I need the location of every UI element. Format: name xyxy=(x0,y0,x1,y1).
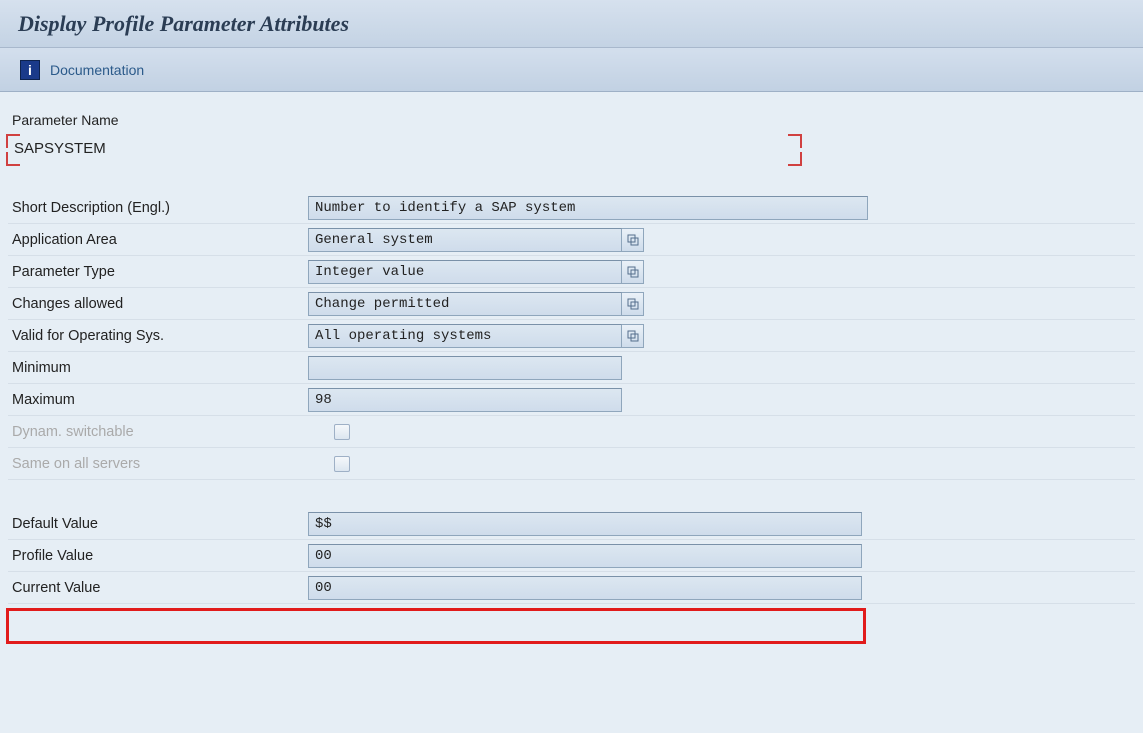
application-area-valuehelp-button[interactable] xyxy=(622,228,644,252)
short-description-field[interactable]: Number to identify a SAP system xyxy=(308,196,868,220)
maximum-field[interactable]: 98 xyxy=(308,388,622,412)
parameter-type-field[interactable]: Integer value xyxy=(308,260,622,284)
changes-allowed-label: Changes allowed xyxy=(8,296,308,312)
changes-allowed-value: Change permitted xyxy=(315,296,449,312)
row-maximum: Maximum 98 xyxy=(8,384,1135,416)
default-value-field[interactable]: $$ xyxy=(308,512,862,536)
attributes-group: Short Description (Engl.) Number to iden… xyxy=(8,192,1135,604)
valuehelp-icon xyxy=(627,298,639,310)
valid-os-value: All operating systems xyxy=(315,328,491,344)
row-current-value: Current Value 00 xyxy=(8,572,1135,604)
application-area-label: Application Area xyxy=(8,232,308,248)
parameter-type-label: Parameter Type xyxy=(8,264,308,280)
current-value-field[interactable]: 00 xyxy=(308,576,862,600)
parameter-type-value: Integer value xyxy=(315,264,424,280)
minimum-label: Minimum xyxy=(8,360,308,376)
title-bar: Display Profile Parameter Attributes xyxy=(0,0,1143,48)
toolbar: i Documentation xyxy=(0,48,1143,92)
parameter-name-block: Parameter Name SAPSYSTEM xyxy=(8,110,1135,164)
dynam-switchable-checkbox[interactable] xyxy=(334,424,350,440)
bracket-corner-icon xyxy=(6,134,20,148)
row-valid-os: Valid for Operating Sys. All operating s… xyxy=(8,320,1135,352)
row-profile-value: Profile Value 00 xyxy=(8,540,1135,572)
documentation-label: Documentation xyxy=(50,62,144,78)
row-short-description: Short Description (Engl.) Number to iden… xyxy=(8,192,1135,224)
page-title: Display Profile Parameter Attributes xyxy=(18,11,349,37)
changes-allowed-field[interactable]: Change permitted xyxy=(308,292,622,316)
bracket-corner-icon xyxy=(788,134,802,148)
valid-os-valuehelp-button[interactable] xyxy=(622,324,644,348)
parameter-name-label: Parameter Name xyxy=(8,110,1135,130)
highlight-annotation xyxy=(6,608,866,644)
valuehelp-icon xyxy=(627,234,639,246)
application-area-wrap: General system xyxy=(308,228,644,252)
default-value: $$ xyxy=(315,516,332,532)
same-on-all-servers-label: Same on all servers xyxy=(8,456,308,472)
parameter-type-wrap: Integer value xyxy=(308,260,644,284)
valid-os-label: Valid for Operating Sys. xyxy=(8,328,308,344)
parameter-name-field[interactable]: SAPSYSTEM xyxy=(8,136,800,164)
default-value-label: Default Value xyxy=(8,516,308,532)
same-on-all-servers-checkbox[interactable] xyxy=(334,456,350,472)
spacer xyxy=(8,480,1135,508)
row-same-on-all-servers: Same on all servers xyxy=(8,448,1135,480)
profile-value-label: Profile Value xyxy=(8,548,308,564)
short-description-label: Short Description (Engl.) xyxy=(8,200,308,216)
application-area-value: General system xyxy=(315,232,433,248)
valuehelp-icon xyxy=(627,330,639,342)
current-value: 00 xyxy=(315,580,332,596)
current-value-label: Current Value xyxy=(8,580,308,596)
profile-value: 00 xyxy=(315,548,332,564)
documentation-button[interactable]: i Documentation xyxy=(14,56,150,84)
row-changes-allowed: Changes allowed Change permitted xyxy=(8,288,1135,320)
row-dynam-switchable: Dynam. switchable xyxy=(8,416,1135,448)
content-area: Parameter Name SAPSYSTEM Short Descripti… xyxy=(0,92,1143,612)
changes-allowed-valuehelp-button[interactable] xyxy=(622,292,644,316)
application-area-field[interactable]: General system xyxy=(308,228,622,252)
row-parameter-type: Parameter Type Integer value xyxy=(8,256,1135,288)
maximum-value: 98 xyxy=(315,392,332,408)
bracket-corner-icon xyxy=(788,152,802,166)
dynam-switchable-label: Dynam. switchable xyxy=(8,424,308,440)
row-minimum: Minimum xyxy=(8,352,1135,384)
short-description-value: Number to identify a SAP system xyxy=(315,200,575,216)
minimum-field[interactable] xyxy=(308,356,622,380)
valid-os-wrap: All operating systems xyxy=(308,324,644,348)
row-application-area: Application Area General system xyxy=(8,224,1135,256)
maximum-label: Maximum xyxy=(8,392,308,408)
parameter-name-value: SAPSYSTEM xyxy=(14,140,106,157)
valuehelp-icon xyxy=(627,266,639,278)
changes-allowed-wrap: Change permitted xyxy=(308,292,644,316)
parameter-type-valuehelp-button[interactable] xyxy=(622,260,644,284)
app-frame: Display Profile Parameter Attributes i D… xyxy=(0,0,1143,733)
valid-os-field[interactable]: All operating systems xyxy=(308,324,622,348)
info-icon: i xyxy=(20,60,40,80)
row-default-value: Default Value $$ xyxy=(8,508,1135,540)
profile-value-field[interactable]: 00 xyxy=(308,544,862,568)
